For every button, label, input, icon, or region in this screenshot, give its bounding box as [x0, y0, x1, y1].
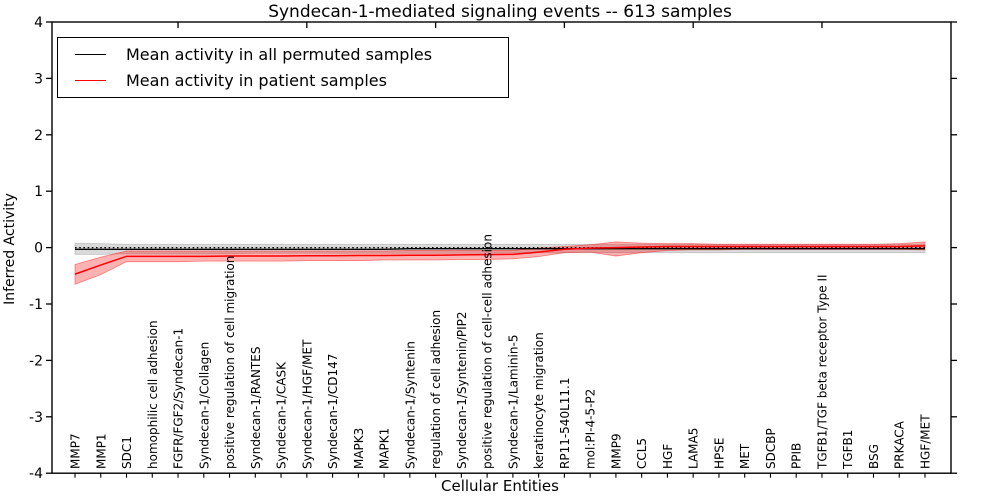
x-tick-label: PPIB: [790, 443, 804, 469]
permuted-mean-line: [75, 248, 925, 250]
x-tick-label: MET: [738, 443, 752, 469]
y-tick-label: -3: [29, 410, 43, 426]
x-tick-label: HGF/MET: [919, 414, 933, 469]
y-tick-label: -1: [29, 297, 43, 313]
y-tick-label: 0: [34, 241, 43, 257]
x-tick-label: TGFB1: [841, 430, 855, 470]
x-tick-label: Syndecan-1/Collagen: [197, 342, 211, 469]
x-tick-label: Syndecan-1/HGF/MET: [300, 339, 314, 469]
y-tick-label: 4: [34, 15, 43, 31]
y-tick-label: -4: [29, 466, 43, 482]
x-tick-label: Syndecan-1/Syntenin/PIP2: [455, 311, 469, 469]
x-axis-label: Cellular Entities: [441, 477, 559, 495]
x-tick-label: CCL5: [635, 438, 649, 469]
y-tick-label: 2: [34, 128, 43, 144]
legend-label-permuted: Mean activity in all permuted samples: [126, 45, 433, 64]
x-tick-label: MMP1: [94, 433, 108, 469]
x-tick-label: Syndecan-1/CASK: [275, 361, 289, 469]
x-tick-label: positive regulation of cell-cell adhesio…: [481, 234, 495, 469]
patient-line-swatch: [75, 80, 106, 81]
legend-box: Mean activity in all permuted samples Me…: [57, 37, 509, 98]
x-tick-label: PRKACA: [893, 420, 907, 469]
x-tick-label: Syndecan-1/Syntenin: [403, 341, 417, 469]
y-axis-label: Inferred Activity: [2, 193, 18, 305]
permuted-line-swatch: [75, 54, 106, 55]
chart-title: Syndecan-1-mediated signaling events -- …: [268, 2, 732, 22]
x-tick-label: Syndecan-1/CD147: [326, 354, 340, 469]
x-tick-label: keratinocyte migration: [532, 332, 546, 469]
x-tick-label: SDC1: [120, 436, 134, 469]
legend-entry-patient: Mean activity in patient samples: [75, 71, 508, 90]
x-tick-label: TGFB1/TGF beta receptor Type II: [815, 274, 829, 470]
patient-mean-line: [74, 245, 926, 275]
x-tick-label: MAPK3: [352, 428, 366, 469]
x-tick-label: BSG: [867, 444, 881, 469]
x-tick-label: HPSE: [712, 438, 726, 469]
x-tick-label: regulation of cell adhesion: [429, 310, 443, 469]
x-tick-label: Syndecan-1/RANTES: [249, 347, 263, 469]
x-tick-label: MMP9: [609, 433, 623, 469]
x-tick-label: RP11-540L11.1: [558, 378, 572, 469]
y-tick-label: 1: [34, 184, 43, 200]
y-tick-label: 3: [34, 71, 43, 87]
x-tick-label: HGF: [661, 444, 675, 469]
y-tick-label: -2: [29, 353, 43, 369]
x-tick-label: LAMA5: [687, 428, 701, 469]
x-tick-label: positive regulation of cell migration: [223, 256, 237, 469]
x-tick-label: SDCBP: [764, 428, 778, 469]
patient-band: [74, 241, 926, 285]
legend-entry-permuted: Mean activity in all permuted samples: [75, 45, 508, 64]
x-tick-label: Syndecan-1/Laminin-5: [506, 335, 520, 469]
x-tick-label: MMP7: [69, 433, 83, 469]
x-tick-label: FGFR/FGF2/Syndecan-1: [172, 328, 186, 469]
x-tick-label: mol:PI-4-5-P2: [584, 389, 598, 469]
x-tick-label: MAPK1: [378, 428, 392, 469]
x-tick-label: homophilic cell adhesion: [146, 320, 160, 469]
legend-label-patient: Mean activity in patient samples: [126, 71, 387, 90]
